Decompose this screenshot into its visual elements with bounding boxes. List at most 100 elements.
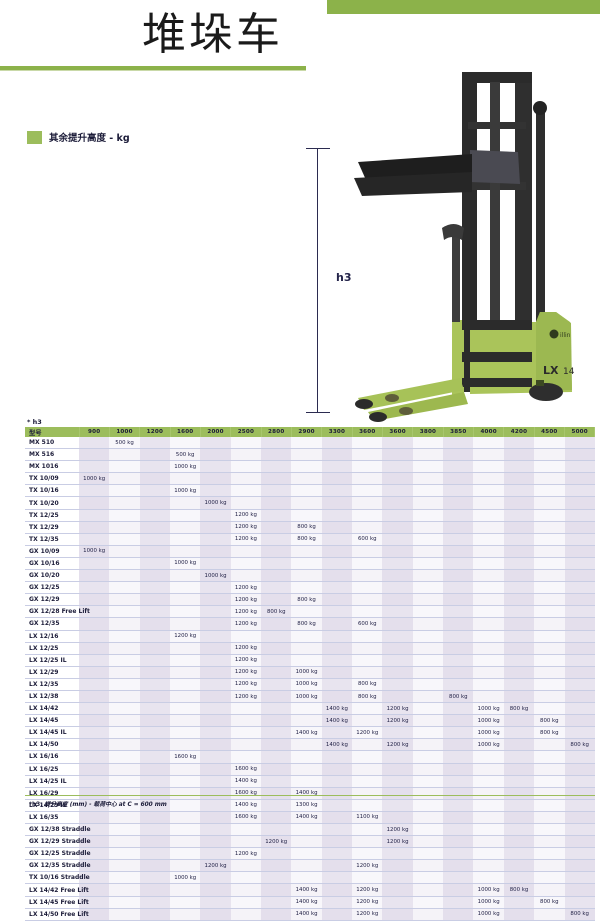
table-cell-capacity bbox=[352, 823, 383, 837]
table-cell-capacity bbox=[382, 726, 413, 740]
table-cell-capacity bbox=[139, 593, 171, 607]
table-cell-capacity: 1000 kg bbox=[473, 908, 504, 921]
table-cell-capacity bbox=[412, 437, 444, 450]
table-cell-capacity bbox=[109, 763, 140, 776]
table-cell-capacity bbox=[503, 557, 535, 571]
table-cell-capacity bbox=[109, 654, 140, 667]
table-cell-capacity bbox=[503, 509, 535, 522]
table-cell-capacity bbox=[534, 763, 565, 776]
table-cell-capacity bbox=[443, 702, 474, 716]
table-col-header-900-0: 900 bbox=[79, 427, 110, 437]
table-cell-capacity bbox=[230, 460, 262, 474]
table-cell-capacity bbox=[79, 702, 110, 716]
table-cell-capacity bbox=[503, 569, 535, 583]
table-cell-model: LX 12/16 bbox=[25, 630, 79, 643]
table-cell-capacity: 1300 kg bbox=[291, 799, 322, 812]
table-col-header-2500-5: 2500 bbox=[230, 427, 262, 437]
table-cell-capacity bbox=[321, 581, 353, 595]
table-cell-capacity bbox=[109, 472, 140, 486]
table-cell-capacity bbox=[79, 617, 110, 631]
table-col-header-3600-10: 3600 bbox=[382, 427, 414, 437]
table-cell-model: LX 12/35 bbox=[25, 678, 79, 691]
table-cell-capacity bbox=[534, 437, 565, 450]
table-cell-capacity bbox=[200, 545, 231, 558]
table-cell-capacity bbox=[200, 460, 231, 474]
table-cell-capacity bbox=[200, 799, 231, 812]
table-cell-capacity bbox=[200, 581, 231, 595]
table-cell-capacity: 1400 kg bbox=[230, 799, 262, 812]
table-cell-capacity bbox=[261, 437, 292, 450]
table-cell-capacity bbox=[321, 509, 353, 522]
table-cell-capacity: 1000 kg bbox=[473, 738, 504, 752]
table-cell-model: TX 12/29 bbox=[25, 521, 79, 534]
table-cell-capacity bbox=[200, 823, 231, 837]
table-cell-capacity bbox=[79, 521, 110, 534]
table-row: TX 12/29 1200 kg 800 kg bbox=[25, 521, 595, 534]
table-cell-capacity bbox=[261, 484, 292, 498]
table-cell-capacity bbox=[473, 654, 504, 667]
table-cell-capacity bbox=[412, 714, 444, 728]
table-cell-capacity bbox=[200, 678, 231, 691]
table-cell-capacity bbox=[352, 581, 383, 595]
table-row: MX 516 500 kg bbox=[25, 448, 595, 462]
table-cell-capacity bbox=[564, 702, 595, 716]
table-cell-capacity bbox=[291, 448, 322, 462]
table-cell-capacity bbox=[321, 460, 353, 474]
table-cell-capacity bbox=[200, 605, 231, 619]
table-cell-capacity bbox=[139, 666, 171, 679]
table-cell-capacity bbox=[412, 738, 444, 752]
table-cell-model: GX 12/28 Free Lift bbox=[25, 605, 90, 619]
table-cell-capacity bbox=[170, 726, 201, 740]
table-cell-capacity bbox=[382, 859, 413, 873]
table-cell-model: GX 12/35 bbox=[25, 617, 79, 631]
table-col-header-3300-8: 3300 bbox=[321, 427, 353, 437]
table-cell-capacity bbox=[261, 726, 292, 740]
table-cell-capacity bbox=[564, 521, 595, 534]
table-cell-capacity bbox=[200, 472, 231, 486]
table-cell-capacity: 1000 kg bbox=[170, 871, 201, 885]
table-cell-capacity bbox=[382, 871, 413, 885]
table-cell-capacity bbox=[443, 484, 474, 498]
table-cell-capacity bbox=[170, 509, 201, 522]
table-cell-capacity bbox=[503, 437, 535, 450]
table-cell-capacity bbox=[109, 533, 140, 546]
table-cell-capacity bbox=[443, 569, 474, 583]
table-cell-capacity bbox=[534, 775, 565, 788]
table-row: MX 510 500 kg bbox=[25, 437, 595, 450]
table-cell-capacity bbox=[564, 775, 595, 788]
table-cell-capacity bbox=[503, 678, 535, 691]
table-cell-capacity bbox=[352, 593, 383, 607]
table-cell-capacity: 800 kg bbox=[534, 714, 565, 728]
table-cell-capacity bbox=[291, 472, 322, 486]
table-cell-capacity bbox=[321, 654, 353, 667]
table-cell-capacity bbox=[473, 496, 504, 510]
table-cell-capacity bbox=[261, 702, 292, 716]
table-cell-model: LX 14/42 bbox=[25, 702, 79, 716]
table-cell-capacity bbox=[443, 460, 474, 474]
table-cell-capacity: 1600 kg bbox=[230, 811, 262, 825]
table-cell-capacity: 1200 kg bbox=[382, 738, 413, 752]
table-cell-capacity bbox=[200, 654, 231, 667]
table-cell-capacity bbox=[230, 871, 262, 885]
table-cell-capacity bbox=[200, 896, 231, 909]
table-cell-capacity bbox=[79, 775, 110, 788]
table-cell-capacity bbox=[321, 617, 353, 631]
table-cell-capacity bbox=[200, 714, 231, 728]
table-cell-capacity bbox=[443, 509, 474, 522]
table-cell-capacity bbox=[109, 666, 140, 679]
table-cell-capacity bbox=[564, 871, 595, 885]
table-cell-capacity bbox=[564, 460, 595, 474]
table-cell-capacity bbox=[170, 702, 201, 716]
table-cell-capacity bbox=[200, 666, 231, 679]
table-cell-capacity bbox=[170, 714, 201, 728]
table-cell-capacity bbox=[170, 908, 201, 921]
table-cell-capacity bbox=[443, 738, 474, 752]
table-cell-capacity bbox=[261, 859, 292, 873]
table-cell-capacity bbox=[443, 630, 474, 643]
table-cell-capacity bbox=[352, 871, 383, 885]
table-cell-capacity bbox=[412, 460, 444, 474]
table-cell-capacity bbox=[139, 702, 171, 716]
table-cell-capacity bbox=[443, 896, 474, 909]
table-cell-capacity bbox=[352, 702, 383, 716]
table-cell-model: GX 12/29 bbox=[25, 593, 79, 607]
